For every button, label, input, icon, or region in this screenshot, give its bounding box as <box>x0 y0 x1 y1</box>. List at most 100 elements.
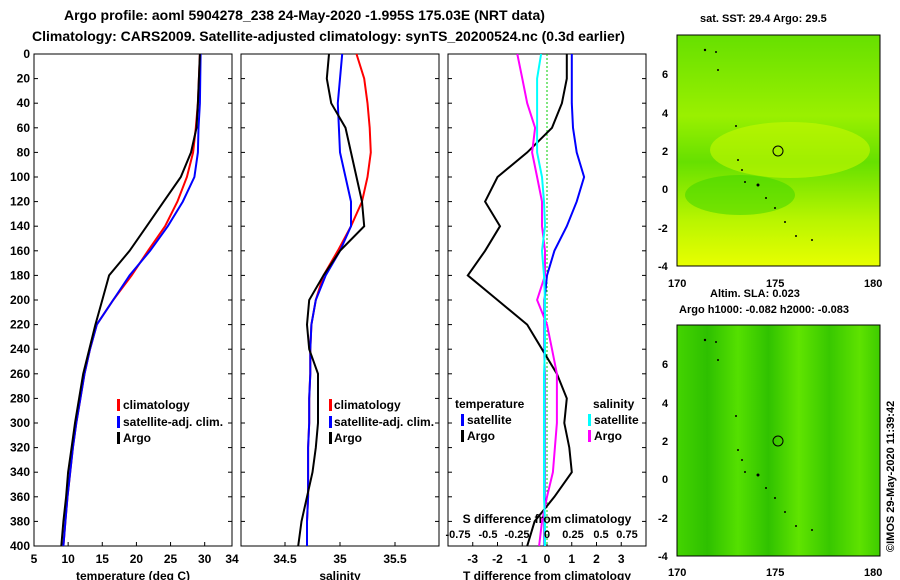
sst-cool-core <box>685 175 795 215</box>
y-tick-label: 220 <box>10 318 30 332</box>
x-axis-label: temperature (deg C) <box>76 569 190 580</box>
x-tick-label: 35 <box>333 552 347 566</box>
y-tick-label: 120 <box>10 195 30 209</box>
series-line-satellite <box>62 53 202 547</box>
secondary-x-tick-label: 0.25 <box>562 529 583 541</box>
sst-xtick: 170 <box>668 278 686 290</box>
sla-map-frame <box>676 324 881 557</box>
sst-xtick: 175 <box>766 278 784 290</box>
legend-title-temperature: temperature <box>455 397 525 411</box>
x-tick-label: 0 <box>544 552 551 566</box>
island-dots <box>703 48 813 241</box>
secondary-x-tick-label: -0.25 <box>504 529 529 541</box>
sst-map: sat. SST: 29.4 Argo: 29.5 6 4 2 0 -2 -4 … <box>658 13 882 290</box>
sla-ytick: 4 <box>662 398 669 410</box>
argo-position-marker <box>772 435 784 447</box>
legend-swatch-climatology <box>117 399 120 411</box>
legend-swatch-climatology <box>329 399 332 411</box>
sla-ytick: 6 <box>662 359 668 371</box>
legend-swatch-t-argo <box>461 430 464 442</box>
x-tick-label: 34 <box>225 552 239 566</box>
sla-map: Altim. SLA: 0.023 Argo h1000: -0.082 h20… <box>658 288 882 579</box>
sla-xtick: 175 <box>766 567 784 579</box>
sst-ytick: 0 <box>662 184 668 196</box>
series-line-s-argo <box>516 53 558 547</box>
series-line-satellite <box>306 53 352 546</box>
x-tick-label: 20 <box>130 552 144 566</box>
sst-ytick: -2 <box>658 223 668 235</box>
y-tick-label: 160 <box>10 244 30 258</box>
difference-legend: temperature satellite Argo salinity sate… <box>455 397 639 443</box>
sla-map-title-line2: Argo h1000: -0.082 h2000: -0.083 <box>679 304 849 316</box>
sla-ytick: -4 <box>658 551 669 563</box>
sst-warm-band <box>710 122 870 178</box>
y-tick-label: 80 <box>17 145 31 159</box>
y-tick-label: 260 <box>10 367 30 381</box>
sst-map-title: sat. SST: 29.4 Argo: 29.5 <box>700 13 827 25</box>
y-tick-label: 20 <box>17 72 31 86</box>
legend-label-t-satellite: satellite <box>467 413 512 427</box>
figure-title-line1: Argo profile: aoml 5904278_238 24-May-20… <box>64 7 545 23</box>
y-tick-label: 340 <box>10 465 30 479</box>
x-tick-label: -3 <box>467 552 478 566</box>
series-line-s-satellite <box>536 53 547 546</box>
secondary-x-tick-label: 0.5 <box>593 529 608 541</box>
sla-map-title-line1: Altim. SLA: 0.023 <box>710 288 800 300</box>
sla-xtick: 180 <box>864 567 882 579</box>
y-tick-label: 60 <box>17 121 31 135</box>
x-axis-label: T difference from climatology <box>463 569 631 580</box>
series-line-argo <box>297 53 366 547</box>
y-tick-label: 400 <box>10 539 30 553</box>
series-line-climatology <box>62 53 201 547</box>
argo-position-marker <box>772 145 784 157</box>
plot-frame <box>240 53 440 547</box>
legend-label-argo: Argo <box>123 431 151 445</box>
legend-swatch-s-satellite <box>588 414 591 426</box>
sla-xtick: 170 <box>668 567 686 579</box>
x-tick-label: 2 <box>593 552 600 566</box>
sst-map-frame <box>676 34 881 267</box>
x-tick-label: 15 <box>96 552 110 566</box>
y-tick-label: 140 <box>10 219 30 233</box>
x-tick-label: 25 <box>164 552 178 566</box>
y-tick-label: 380 <box>10 514 30 528</box>
salinity-panel: 34.5 35 35.5 salinity <box>240 53 440 580</box>
temperature-panel: 0 20 40 60 80 100 120 140 160 180 200 220 240 260 280 3… <box>10 47 239 580</box>
x-tick-label: 5 <box>31 552 38 566</box>
y-tick-label: 360 <box>10 490 30 504</box>
sst-ytick: 6 <box>662 69 668 81</box>
legend-swatch-satellite <box>329 416 332 428</box>
legend-label-satellite: satellite-adj. clim. <box>334 415 434 429</box>
legend-swatch-satellite <box>117 416 120 428</box>
legend-title-salinity: salinity <box>593 397 635 411</box>
y-tick-label: 300 <box>10 416 30 430</box>
difference-panel: -3 -2 -1 0 1 2 3 T difference from climatology S… <box>445 53 647 580</box>
temperature-legend: climatology satellite-adj. clim. Argo <box>117 398 223 445</box>
x-tick-label: 35.5 <box>383 552 407 566</box>
y-tick-label: 280 <box>10 391 30 405</box>
series-line-argo <box>60 53 201 547</box>
sla-ytick: 0 <box>662 474 668 486</box>
y-tick-label: 240 <box>10 342 30 356</box>
legend-label-argo: Argo <box>334 431 362 445</box>
island-dots <box>703 338 813 531</box>
sla-ytick: 2 <box>662 436 668 448</box>
x-tick-label: 3 <box>618 552 625 566</box>
y-tick-label: 0 <box>23 47 30 61</box>
series-line-t-argo <box>466 54 573 547</box>
sst-ytick: 2 <box>662 146 668 158</box>
figure-title-line2: Climatology: CARS2009. Satellite-adjuste… <box>32 28 625 44</box>
legend-label-climatology: climatology <box>334 398 401 412</box>
sla-field <box>677 325 880 556</box>
legend-swatch-t-satellite <box>461 414 464 426</box>
x-tick-label: -2 <box>492 552 503 566</box>
x-tick-label: 30 <box>198 552 212 566</box>
sla-ytick: -2 <box>658 513 668 525</box>
x-tick-label: 34.5 <box>273 552 297 566</box>
legend-label-satellite: satellite-adj. clim. <box>123 415 223 429</box>
legend-swatch-argo <box>117 432 120 444</box>
x-tick-label: 1 <box>568 552 575 566</box>
plot-frame <box>33 53 233 547</box>
legend-label-s-satellite: satellite <box>594 413 639 427</box>
